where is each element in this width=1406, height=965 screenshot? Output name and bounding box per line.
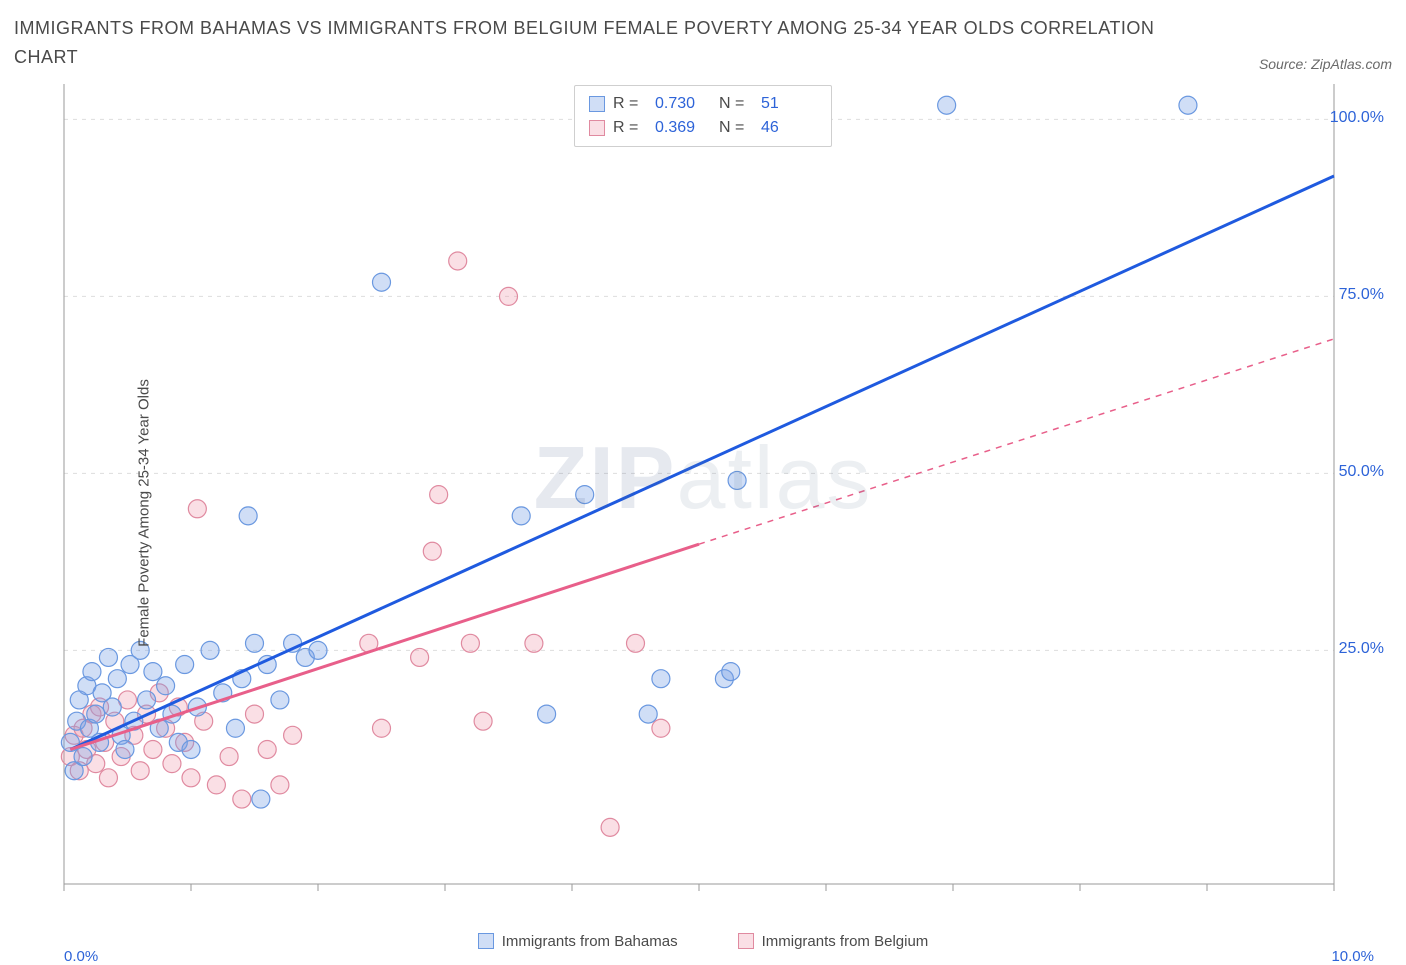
chart-title: IMMIGRANTS FROM BAHAMAS VS IMMIGRANTS FR… xyxy=(14,14,1164,72)
legend-item-series1: Immigrants from Bahamas xyxy=(478,933,678,950)
legend-label-series1: Immigrants from Bahamas xyxy=(502,933,678,950)
scatter-plot xyxy=(14,78,1392,918)
y-tick-label: 25.0% xyxy=(1339,640,1384,658)
y-tick-label: 50.0% xyxy=(1339,463,1384,481)
legend-item-series2: Immigrants from Belgium xyxy=(738,933,929,950)
x-min-label: 0.0% xyxy=(64,948,98,965)
y-tick-label: 100.0% xyxy=(1330,109,1384,127)
legend-label-series2: Immigrants from Belgium xyxy=(762,933,929,950)
chart-area: Female Poverty Among 25-34 Year Olds ZIP… xyxy=(14,78,1392,948)
y-axis-label: Female Poverty Among 25-34 Year Olds xyxy=(135,379,152,647)
stats-row-series1: R = 0.730 N = 51 xyxy=(589,92,817,116)
legend: Immigrants from Bahamas Immigrants from … xyxy=(14,933,1392,950)
y-tick-label: 75.0% xyxy=(1339,286,1384,304)
stats-row-series2: R = 0.369 N = 46 xyxy=(589,116,817,140)
source-label: Source: ZipAtlas.com xyxy=(1259,56,1392,72)
correlation-stats-box: R = 0.730 N = 51 R = 0.369 N = 46 xyxy=(574,85,832,147)
x-max-label: 10.0% xyxy=(1331,948,1374,965)
